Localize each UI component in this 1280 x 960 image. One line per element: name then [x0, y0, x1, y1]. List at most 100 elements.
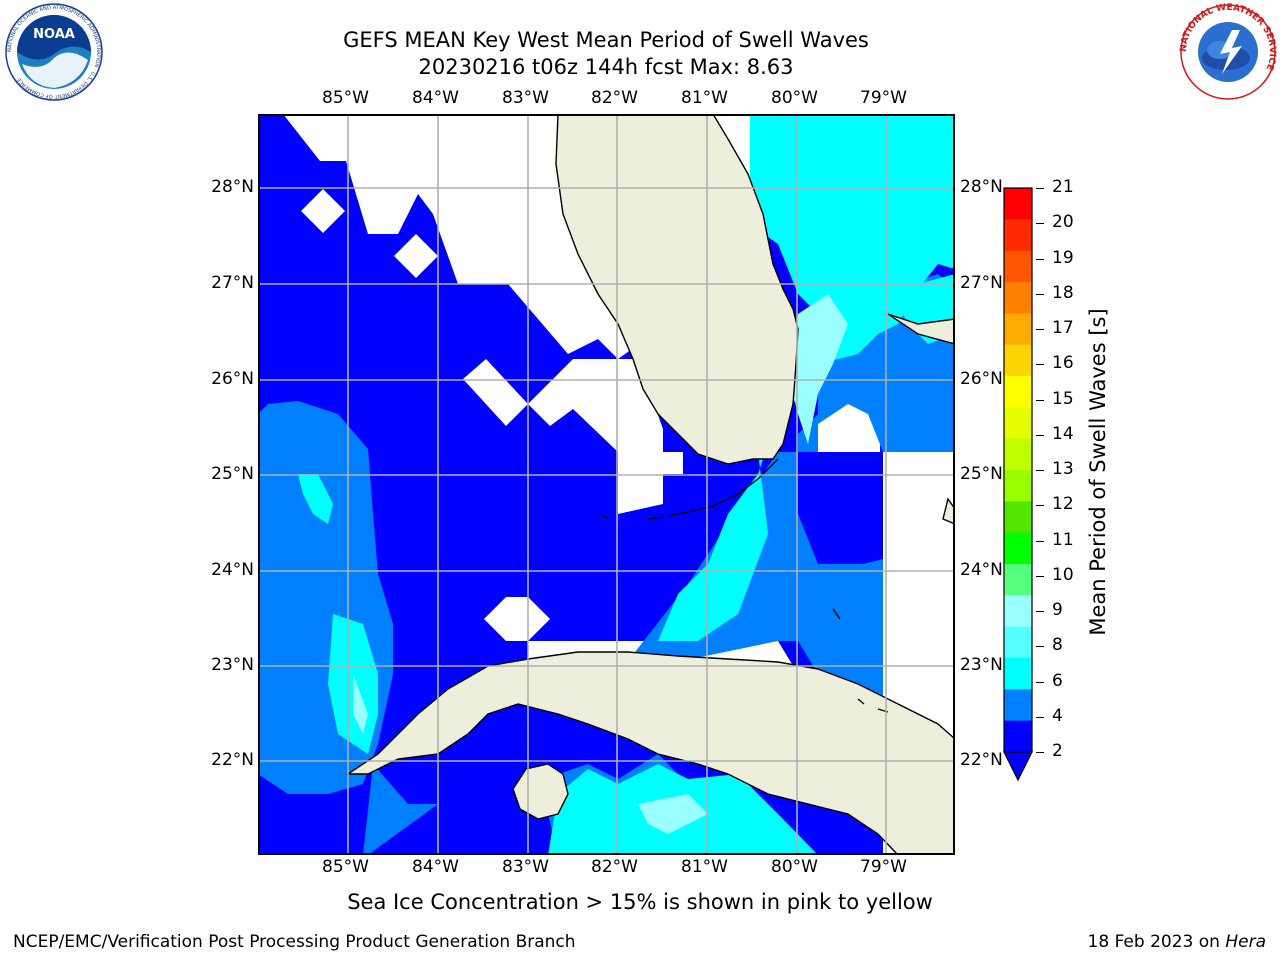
lat-tick-left: 24°N [211, 560, 254, 580]
colorbar-tick-label: 14 [1052, 423, 1074, 444]
colorbar-tick-label: 10 [1052, 564, 1074, 585]
lon-tick-top: 82°W [591, 88, 638, 108]
colorbar-tick-mark [1036, 223, 1044, 225]
colorbar-tick-label: 13 [1052, 459, 1074, 479]
colorbar-segment [1004, 313, 1032, 346]
colorbar-tick-label: 18 [1052, 282, 1074, 303]
colorbar-tick-mark [1036, 188, 1044, 189]
footer-machine: Hera [1225, 932, 1266, 952]
lat-tick-right: 26°N [960, 369, 1003, 389]
colorbar-segment [1004, 532, 1032, 565]
lon-tick-bottom: 83°W [502, 857, 549, 877]
colorbar-tick-mark [1036, 505, 1044, 507]
colorbar-segment [1004, 407, 1032, 440]
field-level-8-9 [353, 294, 848, 834]
colorbar-segments [1004, 188, 1032, 753]
lon-tick-bottom: 82°W [591, 857, 638, 877]
colorbar-tick-mark [1036, 540, 1044, 542]
lon-tick-top: 79°W [860, 88, 907, 108]
colorbar-segment [1004, 219, 1032, 252]
colorbar-label: Mean Period of Swell Waves [s] [1086, 308, 1110, 636]
lon-tick-top: 81°W [681, 88, 728, 108]
colorbar-tick-mark [1036, 646, 1044, 648]
lat-tick-right: 27°N [960, 273, 1003, 293]
colorbar-segment [1004, 595, 1032, 628]
lat-tick-left: 22°N [211, 750, 254, 770]
colorbar-tick-mark [1036, 293, 1044, 295]
colorbar-tick-label: 8 [1052, 635, 1063, 656]
lon-tick-top: 83°W [502, 88, 549, 108]
colorbar-frame [1003, 187, 1033, 753]
swell-period-map [258, 114, 955, 855]
lon-tick-bottom: 81°W [681, 857, 728, 877]
lat-tick-right: 23°N [960, 655, 1003, 675]
lon-tick-top: 80°W [771, 88, 818, 108]
colorbar-segment [1004, 438, 1032, 471]
colorbar-tick-mark [1036, 752, 1044, 753]
colorbar-extend-arrow [1003, 751, 1033, 782]
colorbar-tick-mark [1036, 470, 1044, 471]
colorbar-segment [1004, 501, 1032, 534]
colorbar-segment [1004, 376, 1032, 408]
map-frame [258, 114, 955, 855]
colorbar-tick-label: 17 [1052, 318, 1074, 338]
noaa-logo-text: NOAA [33, 27, 75, 42]
lat-tick-left: 27°N [211, 273, 254, 293]
chart-subtitle: 20230216 t06z 144h fcst Max: 8.63 [418, 55, 794, 79]
colorbar-segment [1004, 282, 1032, 314]
colorbar-tick-mark [1036, 611, 1044, 612]
lon-tick-top: 84°W [412, 88, 459, 108]
footer-credit: NCEP/EMC/Verification Post Processing Pr… [13, 932, 576, 952]
colorbar-segment [1004, 188, 1032, 220]
sea-ice-note: Sea Ice Concentration > 15% is shown in … [347, 890, 933, 914]
cuba-land [345, 651, 955, 855]
colorbar-segment [1004, 470, 1032, 502]
colorbar-tick-label: 19 [1052, 247, 1074, 268]
colorbar-tick-mark [1036, 434, 1044, 436]
lon-tick-bottom: 85°W [322, 857, 369, 877]
gridlines [258, 114, 955, 855]
colorbar-tick-mark [1036, 681, 1044, 683]
colorbar-tick-mark [1036, 329, 1044, 330]
colorbar-tick-label: 11 [1052, 529, 1074, 550]
lat-tick-right: 22°N [960, 750, 1003, 770]
colorbar-tick-label: 16 [1052, 353, 1074, 374]
lat-tick-right: 28°N [960, 177, 1003, 197]
lon-tick-bottom: 84°W [412, 857, 459, 877]
colorbar-tick-label: 15 [1052, 388, 1074, 409]
noaa-logo-icon: NOAA NATIONAL OCEANIC AND ATMOSPHERIC AD… [5, 3, 103, 101]
colorbar-segment [1004, 658, 1032, 690]
small-islands [602, 515, 889, 713]
isla-juventud [512, 763, 569, 820]
colorbar-segment [1004, 564, 1032, 596]
colorbar-tick-mark [1036, 364, 1044, 366]
colorbar-tick-mark [1036, 716, 1044, 718]
colorbar-segment [1004, 344, 1032, 377]
colorbar-tick-label: 21 [1052, 177, 1074, 197]
colorbar-tick-label: 12 [1052, 494, 1074, 515]
lat-tick-right: 24°N [960, 560, 1003, 580]
colorbar-tick-label: 9 [1052, 600, 1063, 620]
lat-tick-right: 25°N [960, 464, 1003, 484]
colorbar-tick-mark [1036, 399, 1044, 401]
lat-tick-left: 26°N [211, 369, 254, 389]
colorbar-tick-mark [1036, 575, 1044, 577]
colorbar-tick-label: 2 [1052, 741, 1063, 761]
lon-tick-top: 85°W [322, 88, 369, 108]
lat-tick-left: 28°N [211, 177, 254, 197]
colorbar [1003, 187, 1033, 782]
chart-title: GEFS MEAN Key West Mean Period of Swell … [343, 28, 869, 52]
footer-date-text: 18 Feb 2023 on [1087, 932, 1226, 952]
nws-logo-icon: NATIONAL WEATHER SERVICE [1179, 3, 1277, 100]
colorbar-segment [1004, 250, 1032, 283]
colorbar-tick-label: 20 [1052, 212, 1074, 233]
lat-tick-left: 23°N [211, 655, 254, 675]
colorbar-tick-mark [1036, 258, 1044, 260]
colorbar-segment [1004, 720, 1032, 753]
bahamas-land [887, 313, 955, 525]
footer-date: 18 Feb 2023 on Hera [1088, 932, 1266, 952]
lon-tick-bottom: 80°W [771, 857, 818, 877]
colorbar-tick-label: 6 [1052, 670, 1063, 691]
colorbar-segment [1004, 626, 1032, 659]
lon-tick-bottom: 79°W [860, 857, 907, 877]
